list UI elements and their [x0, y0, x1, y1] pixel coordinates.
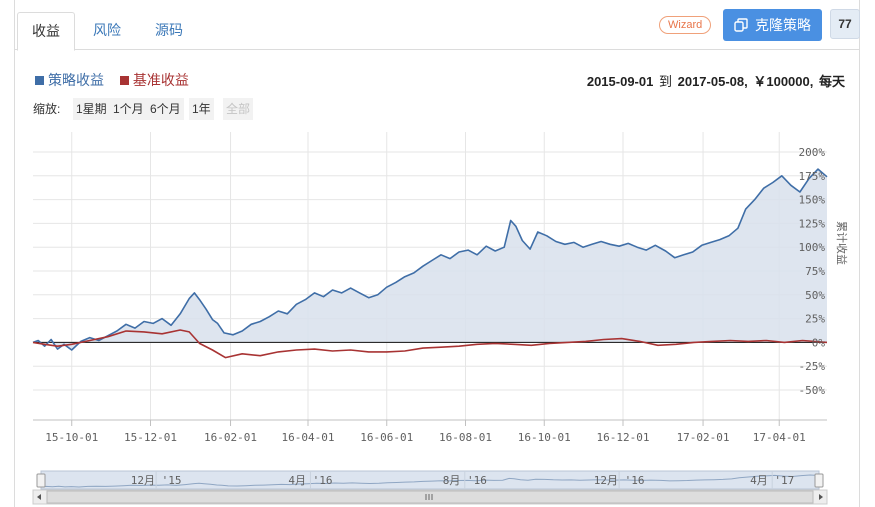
x-tick-label: 17-02-01 — [677, 431, 730, 444]
navigator-tick-label: 12月 '15 — [131, 474, 182, 487]
backtest-range: 2015-09-01 到 2017-05-08, ￥100000, 每天 — [587, 71, 847, 90]
navigator-tick-label: 4月 '17 — [750, 474, 794, 487]
range-sep: 到 — [658, 74, 672, 89]
range-start: 2015-09-01 — [586, 74, 654, 89]
strategy-series-line[interactable] — [32, 168, 828, 351]
y-tick-label: 100% — [799, 241, 826, 254]
chart-legend: 策略收益 基准收益 — [35, 70, 201, 90]
zoom-1week-button[interactable]: 1星期 — [73, 98, 110, 120]
chart-lines — [32, 168, 828, 359]
strategy-area — [33, 169, 827, 350]
navigator-left-handle[interactable] — [36, 473, 46, 488]
legend-item-benchmark[interactable]: 基准收益 — [119, 70, 189, 90]
x-tick-label: 16-08-01 — [439, 431, 492, 444]
y-tick-label: -25% — [799, 360, 826, 373]
tab-bar: 收益 风险 源码 — [15, 0, 859, 51]
y-axis-title: 累计收益 — [835, 221, 849, 265]
x-tick-label: 16-10-01 — [518, 431, 571, 444]
x-tick-label: 16-12-01 — [597, 431, 650, 444]
y-tick-label: 200% — [799, 146, 826, 159]
navigator-right-handle[interactable] — [814, 473, 824, 488]
legend-swatch-strategy — [35, 76, 44, 85]
navigator-series-line — [40, 474, 820, 488]
clone-strategy-button[interactable]: 克隆策略 — [723, 9, 822, 41]
scroll-right-arrow-icon[interactable] — [819, 494, 823, 500]
legend-label-benchmark: 基准收益 — [132, 72, 189, 88]
navigator-scrollbar-thumb[interactable] — [46, 490, 814, 504]
tab-source[interactable]: 源码 — [155, 22, 183, 38]
x-axis-ticks: 15-10-01 15-12-01 16-02-01 16-04-01 16-06-01… — [45, 420, 806, 444]
legend-item-strategy[interactable]: 策略收益 — [35, 70, 104, 90]
navigator-tick-label: 4月 '16 — [288, 474, 332, 487]
zoom-1year-button[interactable]: 1年 — [189, 98, 214, 120]
copy-icon — [734, 18, 748, 32]
benchmark-series-line[interactable] — [32, 329, 828, 359]
zoom-1month-button[interactable]: 1个月 — [110, 98, 147, 120]
range-capital: ￥100000, — [753, 74, 814, 89]
navigator[interactable]: 12月 '15 4月 '16 8月 '16 12月 '16 4月 '17 — [32, 470, 828, 505]
navigator-tick-label: 8月 '16 — [443, 474, 487, 487]
x-tick-label: 16-02-01 — [204, 431, 257, 444]
y-tick-label: 150% — [799, 194, 826, 207]
y-axis-ticks: 200% 175% 150% 125% 100% 75% 50% 25% 0% -25% -50% — [799, 146, 826, 397]
y-tick-label: 25% — [805, 313, 825, 326]
clone-count-badge: 77 — [830, 9, 860, 39]
chart-areas — [33, 169, 827, 350]
y-tick-label: -50% — [799, 384, 826, 397]
y-tick-label: 75% — [805, 265, 825, 278]
tab-returns[interactable]: 收益 — [17, 12, 75, 51]
y-tick-label: 0% — [812, 336, 826, 349]
y-tick-label: 175% — [799, 170, 826, 183]
x-tick-label: 16-04-01 — [282, 431, 335, 444]
y-tick-label: 50% — [805, 289, 825, 302]
x-tick-label: 15-12-01 — [124, 431, 177, 444]
navigator-tick-label: 12月 '16 — [594, 474, 645, 487]
range-frequency: 每天 — [818, 74, 845, 89]
zoom-label: 缩放: — [33, 102, 61, 116]
legend-swatch-benchmark — [119, 76, 129, 85]
x-tick-label: 15-10-01 — [45, 431, 98, 444]
range-end: 2017-05-08, — [677, 74, 748, 89]
tab-risk[interactable]: 风险 — [93, 22, 121, 38]
y-tick-label: 125% — [799, 217, 826, 230]
scroll-left-arrow-icon[interactable] — [37, 494, 41, 500]
x-tick-label: 16-06-01 — [360, 431, 413, 444]
backtest-panel: 收益 风险 源码 Wizard 克隆策略 77 策略收益 基准收益 2015-0… — [14, 0, 860, 507]
clone-strategy-label: 克隆策略 — [755, 17, 811, 33]
zoom-6month-button[interactable]: 6个月 — [147, 98, 184, 120]
zoom-all-button[interactable]: 全部 — [223, 98, 254, 120]
wizard-badge[interactable]: Wizard — [659, 16, 712, 34]
x-tick-label: 17-04-01 — [753, 431, 806, 444]
legend-label-strategy: 策略收益 — [48, 72, 104, 88]
